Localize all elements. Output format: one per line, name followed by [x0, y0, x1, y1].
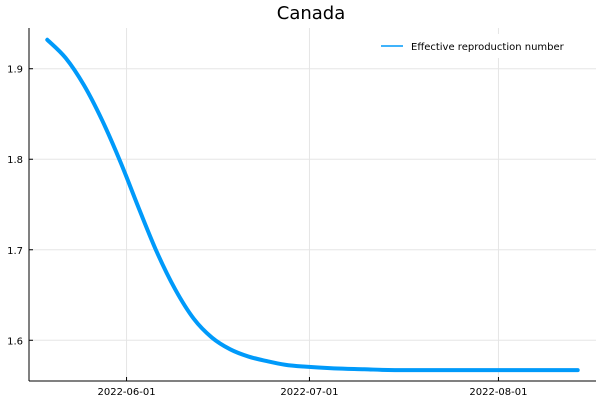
- y-tick-label: 1.6: [7, 336, 23, 347]
- y-tick-label: 1.9: [7, 65, 23, 76]
- grid-lines: [29, 28, 596, 381]
- tick-labels: 2022-06-01 2022-07-01 2022-08-01 1.6 1.7 1.8 1…: [7, 65, 527, 398]
- series-line-effective-reproduction-number: [45, 37, 580, 373]
- legend: Effective reproduction number: [372, 34, 590, 58]
- y-tick-label: 1.8: [7, 155, 23, 166]
- legend-box: [372, 34, 590, 58]
- x-tick-label: 2022-08-01: [469, 387, 527, 398]
- chart-title: Canada: [277, 3, 346, 24]
- legend-entry: Effective reproduction number: [411, 42, 565, 53]
- x-tick-label: 2022-07-01: [280, 387, 338, 398]
- x-tick-label: 2022-06-01: [97, 387, 155, 398]
- y-tick-label: 1.7: [7, 246, 23, 257]
